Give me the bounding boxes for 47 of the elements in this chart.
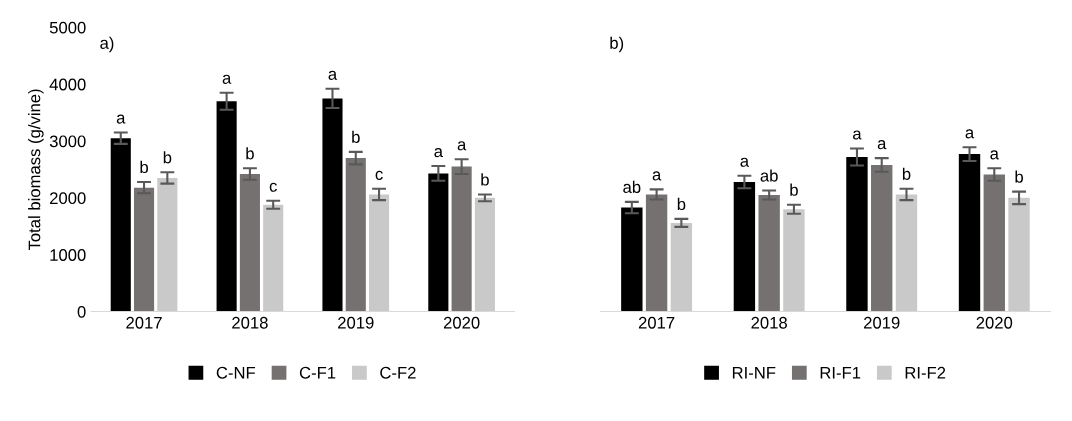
- x-tick-label: 2019: [338, 316, 374, 329]
- x-tick-label: 2017: [638, 316, 675, 329]
- legend-label: C-F2: [380, 366, 416, 379]
- data-label: b: [677, 197, 686, 211]
- data-label: ab: [760, 169, 778, 182]
- x-tick-label: 2020: [443, 316, 480, 329]
- data-label: b: [352, 130, 360, 143]
- text: a): [100, 36, 114, 53]
- data-label: b: [1015, 170, 1023, 183]
- text: b): [610, 36, 624, 53]
- y-tick-label: 4000: [49, 78, 86, 91]
- data-label: a: [328, 70, 338, 80]
- data-label: b: [246, 147, 254, 160]
- y-tick-label: 5000: [49, 21, 86, 34]
- data-label: a: [457, 141, 467, 151]
- data-label: c: [375, 170, 383, 180]
- legend-label: RI-F2: [905, 366, 946, 379]
- data-label: a: [965, 129, 975, 139]
- x-tick-label: 2017: [126, 316, 162, 329]
- x-tick-label: 2020: [976, 316, 1013, 329]
- y-tick-label: 1000: [50, 249, 86, 261]
- y-tick-label: 0: [77, 305, 86, 318]
- data-label: c: [269, 182, 277, 192]
- x-tick-label: 2018: [232, 316, 268, 329]
- data-label: a: [116, 114, 126, 124]
- data-label: a: [434, 148, 443, 158]
- data-label: b: [790, 183, 798, 196]
- legend-label: RI-NF: [732, 367, 776, 379]
- y-tick-label: 2000: [50, 192, 86, 205]
- legend-label: C-F1: [299, 366, 336, 379]
- x-tick-label: 2019: [864, 316, 900, 329]
- data-label: b: [481, 173, 489, 186]
- y-axis-title: Total biomass (g/vine): [28, 89, 44, 251]
- data-label: b: [163, 151, 172, 164]
- data-label: a: [877, 140, 887, 150]
- y-tick-label: 3000: [49, 135, 86, 148]
- data-label: a: [652, 171, 662, 181]
- data-label: a: [853, 130, 862, 140]
- x-tick-label: 2018: [751, 316, 787, 329]
- data-label: a: [740, 157, 750, 167]
- data-label: a: [222, 74, 232, 84]
- data-label: ab: [623, 180, 641, 193]
- legend-label: RI-F1: [820, 367, 861, 379]
- legend-label: C-NF: [216, 366, 256, 379]
- data-label: a: [990, 150, 999, 160]
- data-label: b: [902, 167, 911, 180]
- data-label: b: [140, 160, 148, 174]
